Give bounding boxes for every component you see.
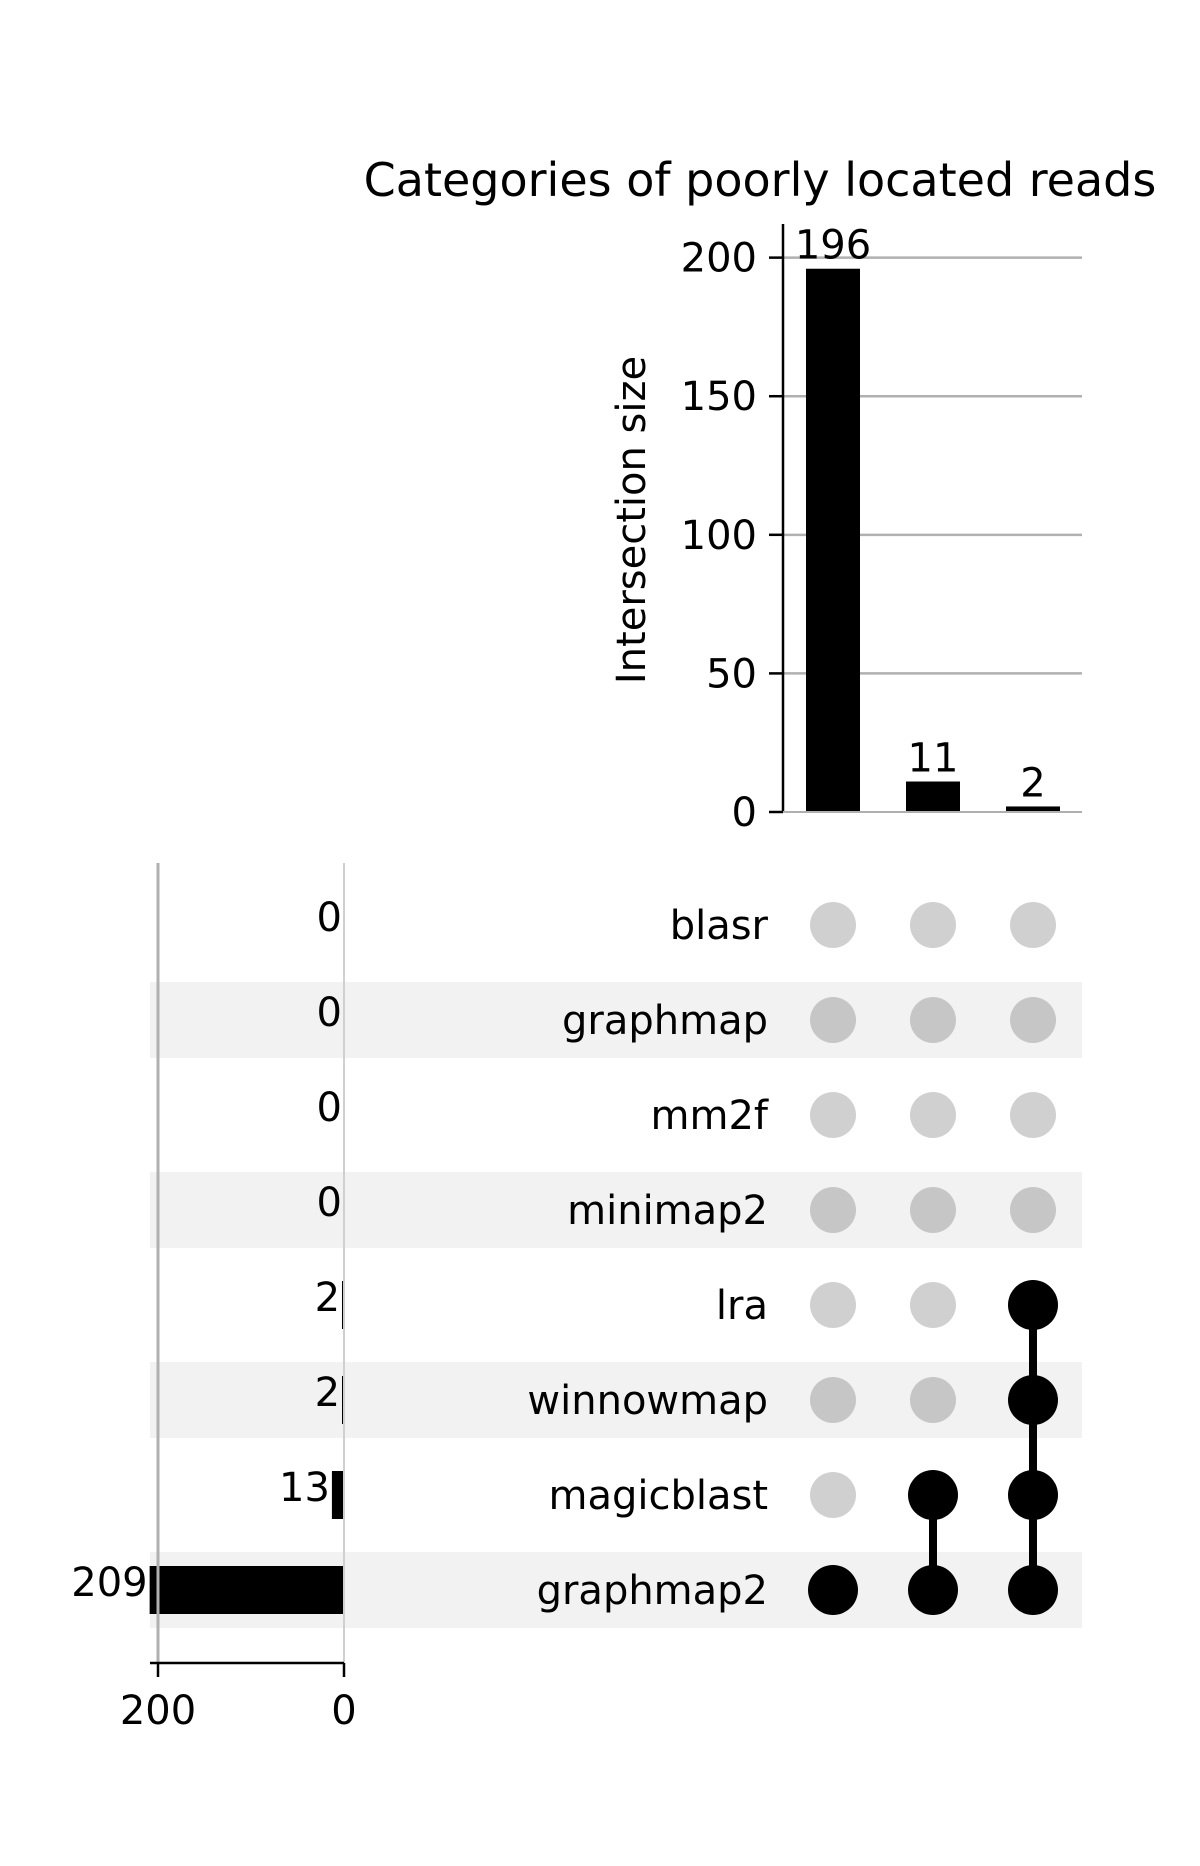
membership-dot-3-magicblast bbox=[1008, 1470, 1058, 1520]
membership-dot-3-lra bbox=[1008, 1280, 1058, 1330]
set-size-label-minimap2: 0 bbox=[317, 1180, 342, 1226]
intersection-bar-2 bbox=[906, 781, 960, 812]
membership-dot-1-graphmap bbox=[810, 997, 856, 1043]
set-size-label-graphmap: 0 bbox=[317, 990, 342, 1036]
set-size-bar-graphmap2 bbox=[149, 1566, 344, 1614]
membership-dot-2-lra bbox=[910, 1282, 956, 1328]
intersection-value-label-1: 196 bbox=[795, 223, 871, 269]
membership-dot-2-winnowmap bbox=[910, 1377, 956, 1423]
set-name-magicblast: magicblast bbox=[548, 1473, 768, 1519]
membership-dot-2-mm2f bbox=[910, 1092, 956, 1138]
y-tick-label-150: 150 bbox=[681, 374, 757, 420]
intersection-value-label-3: 2 bbox=[1020, 760, 1045, 806]
set-size-bar-magicblast bbox=[331, 1471, 344, 1519]
intersection-bar-1 bbox=[806, 268, 860, 812]
membership-dot-1-magicblast bbox=[810, 1472, 856, 1518]
membership-dot-1-lra bbox=[810, 1282, 856, 1328]
set-size-label-blasr: 0 bbox=[317, 895, 342, 941]
set-size-axis: 200 0 bbox=[120, 863, 357, 1734]
membership-dot-2-minimap2 bbox=[910, 1187, 956, 1233]
membership-matrix bbox=[808, 902, 1058, 1615]
membership-dot-3-blasr bbox=[1010, 902, 1056, 948]
membership-dot-3-mm2f bbox=[1010, 1092, 1056, 1138]
set-size-tick-label-0: 0 bbox=[331, 1688, 356, 1734]
set-size-label-mm2f: 0 bbox=[317, 1085, 342, 1131]
membership-dot-2-graphmap bbox=[910, 997, 956, 1043]
intersection-value-label-2: 11 bbox=[908, 736, 959, 782]
intersection-axis-label: Intersection size bbox=[609, 356, 655, 684]
set-size-label-magicblast: 13 bbox=[279, 1465, 330, 1511]
y-tick-label-0: 0 bbox=[732, 790, 757, 836]
intersection-bar-3 bbox=[1006, 806, 1060, 812]
set-size-tick-label-200: 200 bbox=[120, 1688, 196, 1734]
membership-dot-2-graphmap2 bbox=[908, 1565, 958, 1615]
membership-dot-1-mm2f bbox=[810, 1092, 856, 1138]
y-tick-label-100: 100 bbox=[681, 513, 757, 559]
y-tick-label-200: 200 bbox=[681, 236, 757, 282]
membership-dot-3-winnowmap bbox=[1008, 1375, 1058, 1425]
membership-dot-3-graphmap2 bbox=[1008, 1565, 1058, 1615]
membership-dot-1-blasr bbox=[810, 902, 856, 948]
intersection-axis: 0 50 100 150 200 bbox=[681, 224, 1082, 836]
membership-dot-1-minimap2 bbox=[810, 1187, 856, 1233]
membership-dot-2-magicblast bbox=[908, 1470, 958, 1520]
membership-dot-3-minimap2 bbox=[1010, 1187, 1056, 1233]
membership-dot-1-winnowmap bbox=[810, 1377, 856, 1423]
membership-dot-3-graphmap bbox=[1010, 997, 1056, 1043]
set-name-lra: lra bbox=[716, 1283, 768, 1329]
intersection-bars: 196 11 2 bbox=[795, 223, 1060, 812]
set-size-label-graphmap2: 209 bbox=[71, 1560, 147, 1606]
membership-dot-2-blasr bbox=[910, 902, 956, 948]
y-tick-label-50: 50 bbox=[706, 651, 757, 697]
set-name-minimap2: minimap2 bbox=[567, 1188, 768, 1234]
set-name-winnowmap: winnowmap bbox=[527, 1378, 768, 1424]
membership-dot-1-graphmap2 bbox=[808, 1565, 858, 1615]
set-size-label-winnowmap: 2 bbox=[315, 1370, 340, 1416]
set-name-graphmap2: graphmap2 bbox=[537, 1568, 768, 1614]
set-name-mm2f: mm2f bbox=[651, 1093, 769, 1139]
chart-title: Categories of poorly located reads bbox=[364, 153, 1157, 207]
set-size-label-lra: 2 bbox=[315, 1275, 340, 1321]
set-name-blasr: blasr bbox=[670, 903, 769, 949]
set-names: blasr graphmap mm2f minimap2 lra winnowmap mag… bbox=[527, 903, 769, 1614]
set-name-graphmap: graphmap bbox=[562, 998, 768, 1044]
